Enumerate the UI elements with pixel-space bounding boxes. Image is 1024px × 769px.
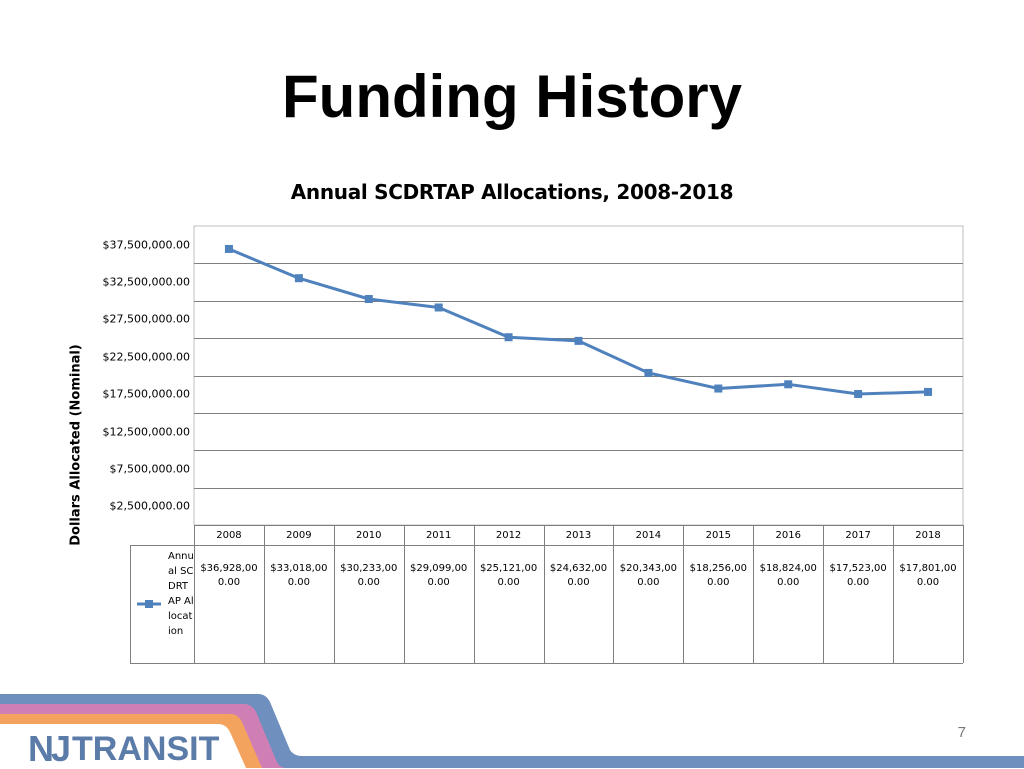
y-tick-label: $2,500,000.00	[109, 499, 190, 513]
data-label: $17,801,000.00	[899, 563, 957, 588]
logo-mark: NJ	[28, 728, 71, 769]
x-tick-label: 2012	[495, 530, 522, 541]
data-label: $36,928,000.00	[200, 563, 258, 588]
data-label: $25,121,000.00	[479, 563, 538, 588]
y-tick-label: $32,500,000.00	[102, 275, 190, 289]
y-tick-label: $22,500,000.00	[102, 350, 190, 364]
y-tick-label: $7,500,000.00	[109, 462, 190, 476]
logo-text: TRANSIT	[72, 730, 220, 768]
page-number: 7	[957, 724, 966, 741]
data-point	[364, 295, 373, 304]
x-tick-label: 2010	[356, 530, 382, 541]
data-point	[714, 384, 723, 393]
data-point	[574, 336, 583, 345]
x-tick-label: 2013	[565, 530, 592, 541]
data-point	[784, 380, 793, 389]
x-tick-label: 2014	[635, 530, 662, 541]
data-point	[224, 244, 233, 253]
data-label: $29,099,000.00	[410, 563, 468, 588]
data-label: $30,233,000.00	[340, 563, 398, 588]
slide-title: Funding History	[282, 63, 742, 130]
data-point	[854, 390, 863, 399]
x-tick-label: 2015	[705, 530, 732, 541]
nj-transit-logo: NJ TRANSIT	[28, 730, 219, 768]
x-tick-label: 2009	[286, 530, 312, 541]
series-line	[228, 247, 929, 396]
y-tick-label: $17,500,000.00	[102, 387, 190, 401]
data-point	[924, 387, 933, 396]
data-label: $24,632,000.00	[549, 563, 608, 588]
data-label: $17,523,000.00	[829, 563, 887, 588]
data-point	[294, 274, 303, 283]
data-label: $18,256,000.00	[689, 563, 747, 588]
y-tick-label: $37,500,000.00	[102, 238, 190, 252]
x-tick-label: 2018	[915, 530, 941, 541]
data-label: $33,018,000.00	[270, 563, 328, 588]
x-tick-label: 2017	[845, 530, 871, 541]
x-tick-label: 2016	[775, 530, 801, 541]
footer-logo-panel	[0, 724, 246, 768]
y-tick-label: $27,500,000.00	[102, 312, 190, 326]
data-point	[644, 368, 653, 377]
x-tick-label: 2008	[216, 530, 242, 541]
x-tick-label: 2011	[425, 530, 452, 541]
plot-area	[193, 225, 964, 526]
chart-title: Annual SCDRTAP Allocations, 2008-2018	[290, 180, 734, 204]
data-label: $18,824,000.00	[759, 563, 817, 588]
legend-marker	[145, 600, 153, 608]
y-tick-label: $12,500,000.00	[102, 425, 190, 439]
data-label: $20,343,000.00	[619, 563, 678, 588]
data-point	[434, 303, 443, 312]
data-point	[504, 333, 513, 342]
legend-series-name: Annual SCDRTAP Allocation	[168, 551, 194, 637]
